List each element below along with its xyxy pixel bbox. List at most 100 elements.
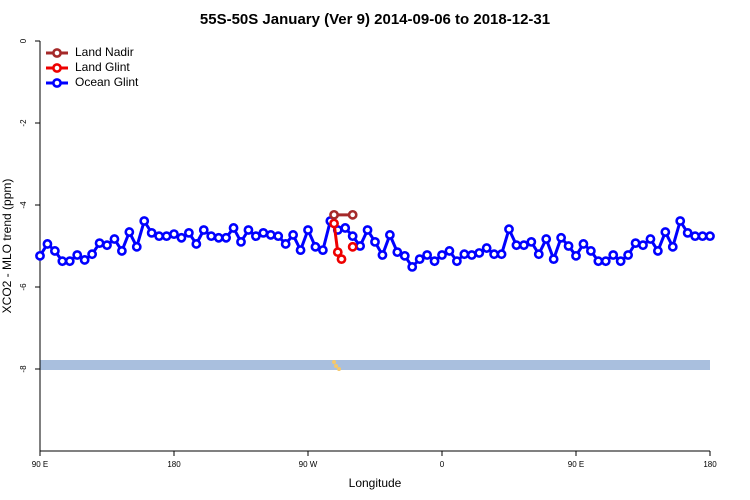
point <box>548 254 559 265</box>
y-axis-label: XCO2 - MLO trend (ppm) <box>0 179 14 314</box>
surface-strip <box>40 360 710 370</box>
point <box>518 240 529 251</box>
point <box>336 254 347 265</box>
point <box>35 250 45 261</box>
point <box>690 231 701 242</box>
point <box>556 232 567 243</box>
point <box>504 224 514 235</box>
point <box>370 236 380 247</box>
point <box>422 250 433 260</box>
point <box>571 250 581 261</box>
point <box>49 246 60 256</box>
point <box>451 256 462 267</box>
point <box>474 248 485 258</box>
point <box>116 246 127 256</box>
point <box>600 256 611 267</box>
point <box>332 247 343 258</box>
point <box>429 256 440 267</box>
land-marker <box>332 360 336 364</box>
legend-marker <box>52 63 62 73</box>
point <box>638 240 648 251</box>
x-tick-label: 180 <box>167 460 181 469</box>
point <box>131 241 142 252</box>
point <box>72 250 83 260</box>
land-marker <box>337 367 341 371</box>
point <box>154 231 165 242</box>
point <box>347 231 358 242</box>
point <box>146 227 157 238</box>
point <box>414 254 425 265</box>
legend-marker <box>52 78 62 88</box>
point <box>682 227 693 238</box>
point <box>228 223 239 233</box>
point <box>466 250 477 260</box>
point <box>392 247 403 258</box>
point <box>347 241 358 252</box>
point <box>288 230 299 240</box>
point <box>87 249 98 260</box>
point <box>444 246 455 256</box>
point <box>280 239 291 249</box>
point <box>407 262 418 272</box>
point <box>161 231 172 242</box>
point <box>667 241 678 252</box>
point <box>57 256 68 267</box>
point <box>645 234 656 244</box>
point <box>347 209 358 220</box>
point <box>377 250 388 260</box>
point <box>578 239 589 249</box>
legend-label: Land Nadir <box>75 45 134 59</box>
x-tick-label: 180 <box>703 460 717 469</box>
y-tick-label: -6 <box>19 283 28 291</box>
chart-title: 55S-50S January (Ver 9) 2014-09-06 to 20… <box>200 11 550 28</box>
point <box>329 209 339 220</box>
point <box>615 256 626 267</box>
point <box>705 231 715 242</box>
point <box>585 246 596 256</box>
point <box>102 240 112 251</box>
y-tick-label: 0 <box>19 38 28 43</box>
point <box>94 238 105 249</box>
x-axis-label: Longitude <box>349 476 402 490</box>
point <box>630 238 641 249</box>
point <box>496 249 507 260</box>
point <box>169 229 179 240</box>
point <box>206 231 217 242</box>
legend-label: Land Glint <box>75 60 130 74</box>
point <box>139 216 150 226</box>
point <box>697 231 708 242</box>
point <box>295 245 306 255</box>
point <box>258 227 269 238</box>
point <box>42 239 53 249</box>
point <box>399 250 410 261</box>
point <box>652 246 663 256</box>
point <box>623 250 634 260</box>
point <box>191 239 202 249</box>
point <box>250 231 261 242</box>
x-tick-label: 90 E <box>32 460 48 469</box>
point <box>79 255 90 265</box>
point <box>459 249 470 260</box>
point <box>221 232 232 243</box>
point <box>355 241 366 251</box>
point <box>608 250 619 260</box>
point <box>593 256 604 267</box>
point <box>64 256 75 267</box>
point <box>310 241 321 252</box>
x-tick-label: 90 W <box>299 460 318 469</box>
point <box>526 236 537 247</box>
point <box>660 227 671 237</box>
legend-marker <box>52 48 62 58</box>
x-tick-label: 90 E <box>568 460 584 469</box>
x-tick-label: 0 <box>440 460 445 469</box>
y-tick-label: -2 <box>19 119 28 127</box>
point <box>124 227 135 237</box>
point <box>243 225 254 235</box>
point <box>533 249 544 260</box>
point <box>273 231 284 242</box>
point <box>675 216 686 226</box>
land-marker <box>334 364 338 368</box>
point <box>109 234 120 244</box>
